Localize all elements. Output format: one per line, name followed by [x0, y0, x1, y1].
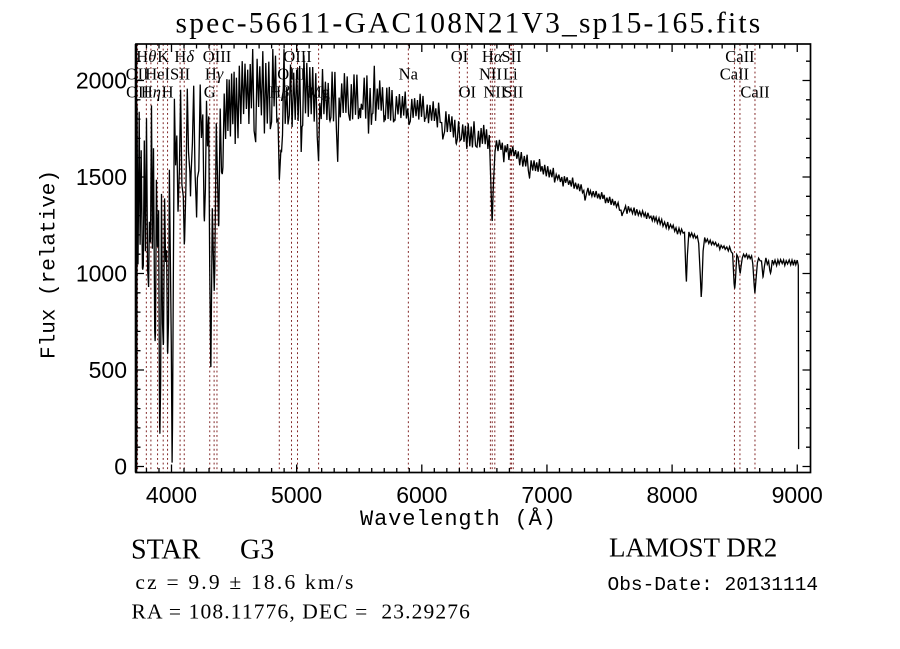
- svg-text:OII: OII: [126, 82, 149, 101]
- svg-text:SII: SII: [501, 47, 521, 66]
- svg-text:Hη: Hη: [141, 82, 161, 101]
- svg-text:LAMOST DR2: LAMOST DR2: [609, 533, 777, 563]
- svg-text:SII: SII: [170, 65, 190, 84]
- svg-text:SII: SII: [503, 82, 523, 101]
- svg-text:9000: 9000: [772, 482, 823, 508]
- svg-text:7000: 7000: [521, 482, 572, 508]
- svg-text:2000: 2000: [76, 68, 127, 94]
- svg-text:Li: Li: [503, 65, 518, 84]
- svg-text:H: H: [162, 82, 174, 101]
- svg-text:Hγ: Hγ: [205, 65, 224, 84]
- svg-text:CaII: CaII: [740, 82, 769, 101]
- svg-text:cz = 9.9 ± 18.6 km/s: cz = 9.9 ± 18.6 km/s: [135, 570, 355, 594]
- svg-text:K: K: [157, 47, 169, 66]
- svg-text:Hδ: Hδ: [174, 47, 194, 66]
- svg-text:Na: Na: [399, 65, 419, 84]
- svg-text:Obs-Date: 20131114: Obs-Date: 20131114: [608, 574, 819, 596]
- svg-text:G: G: [204, 82, 216, 101]
- svg-text:Mg: Mg: [307, 82, 330, 101]
- svg-text:OI: OI: [459, 82, 476, 101]
- svg-text:OIII: OIII: [203, 47, 231, 66]
- svg-text:Hα: Hα: [482, 47, 503, 66]
- svg-text:6000: 6000: [396, 482, 447, 508]
- svg-text:Wavelength (Å): Wavelength (Å): [360, 506, 557, 532]
- svg-text:5000: 5000: [271, 482, 322, 508]
- svg-text:Flux (relative): Flux (relative): [39, 170, 62, 359]
- svg-text:0: 0: [114, 454, 127, 480]
- svg-text:spec-56611-GAC108N21V3_sp15-16: spec-56611-GAC108N21V3_sp15-165.fits: [176, 8, 763, 40]
- svg-text:OIII: OIII: [277, 65, 305, 84]
- svg-text:NII: NII: [483, 82, 506, 101]
- svg-text:CaII: CaII: [725, 47, 754, 66]
- svg-text:Hθ: Hθ: [136, 47, 156, 66]
- svg-text:Hβ: Hβ: [269, 82, 290, 101]
- svg-text:OIII: OIII: [283, 47, 311, 66]
- svg-text:RA = 108.11776, DEC = 23.2927: RA = 108.11776, DEC = 23.29276: [132, 600, 471, 624]
- svg-text:CaII: CaII: [720, 65, 749, 84]
- svg-text:4000: 4000: [146, 482, 197, 508]
- svg-text:HeI: HeI: [145, 65, 170, 84]
- svg-text:OII: OII: [126, 65, 149, 84]
- svg-text:NII: NII: [479, 65, 502, 84]
- svg-text:STAR: STAR: [131, 535, 201, 566]
- svg-text:1500: 1500: [76, 164, 127, 190]
- svg-text:OI: OI: [451, 47, 468, 66]
- svg-text:1000: 1000: [76, 261, 127, 287]
- svg-text:8000: 8000: [647, 482, 698, 508]
- svg-text:G3: G3: [240, 535, 274, 566]
- svg-text:500: 500: [89, 357, 127, 383]
